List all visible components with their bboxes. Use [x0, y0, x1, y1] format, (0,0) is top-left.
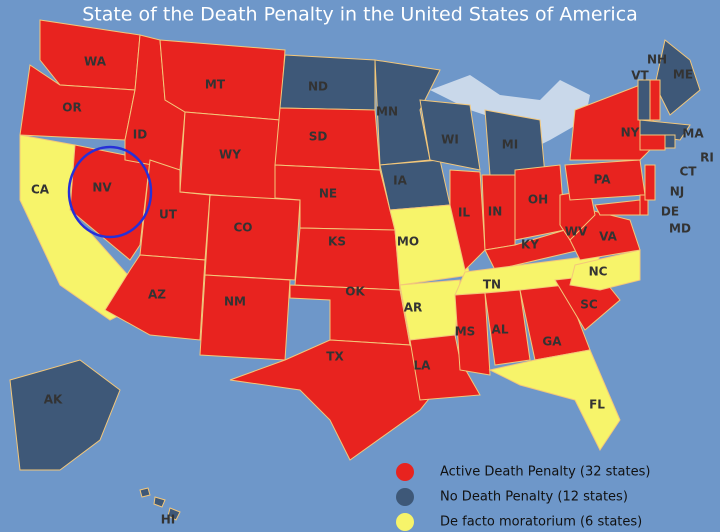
state-shape — [454, 292, 491, 376]
state-label: IN — [488, 205, 503, 219]
state-shape — [389, 204, 471, 286]
state-shape — [639, 134, 666, 151]
state-label: KS — [328, 235, 346, 249]
state-label: WV — [565, 225, 588, 239]
state-shape — [379, 159, 451, 211]
legend-label: De facto moratorium (6 states) — [440, 515, 642, 530]
state-label: NH — [647, 53, 667, 67]
legend-swatch — [396, 463, 414, 481]
legend: Active Death Penalty (32 states) No Death… — [396, 463, 650, 531]
state-shape — [419, 99, 481, 171]
great-lakes — [430, 75, 590, 150]
state-shape — [104, 254, 206, 341]
state-shape — [294, 227, 401, 291]
state-shape — [664, 134, 676, 149]
state-label: HI — [161, 513, 176, 527]
state-label: VA — [599, 230, 617, 244]
state-label: MI — [502, 138, 518, 152]
state-shape — [204, 194, 301, 281]
state-label: NJ — [670, 185, 685, 199]
state-label: SD — [309, 130, 328, 144]
state-shape — [488, 349, 621, 451]
state-label: TN — [483, 278, 501, 292]
legend-swatch — [396, 513, 414, 531]
state-label: OK — [345, 285, 365, 299]
state-shape — [229, 339, 441, 461]
state-label: ME — [673, 68, 693, 82]
state-label: AK — [44, 393, 63, 407]
state-label: CO — [233, 221, 252, 235]
state-label: KY — [521, 238, 539, 252]
state-label: NE — [319, 187, 337, 201]
state-label: ID — [133, 128, 147, 142]
state-shape — [199, 274, 291, 361]
state-label: DE — [661, 205, 679, 219]
state-label: FL — [589, 398, 605, 412]
state-label: VT — [631, 69, 649, 83]
state-label: WA — [84, 55, 107, 69]
state-label: CT — [680, 165, 698, 179]
state-label: UT — [159, 208, 178, 222]
state-shape — [654, 39, 701, 116]
state-label: AL — [492, 323, 509, 337]
state-label: IA — [393, 174, 407, 188]
state-label: NC — [589, 265, 608, 279]
legend-swatch — [396, 488, 414, 506]
state-shape — [9, 359, 121, 471]
state-shape — [274, 107, 381, 171]
state-shape — [449, 169, 486, 271]
state-shape — [374, 59, 441, 166]
map-title: State of the Death Penalty in the United… — [82, 4, 638, 26]
state-label: RI — [700, 151, 714, 165]
state-label: MS — [455, 325, 476, 339]
legend-label: No Death Penalty (12 states) — [440, 490, 628, 505]
state-shape — [484, 289, 531, 366]
state-shape — [409, 334, 481, 401]
state-label: CA — [31, 183, 50, 197]
state-label: WY — [219, 148, 241, 162]
state-label: MN — [376, 105, 398, 119]
state-label: MT — [205, 78, 226, 92]
state-label: SC — [580, 298, 598, 312]
state-label: NM — [224, 295, 246, 309]
state-shape — [139, 487, 181, 521]
state-label: GA — [542, 335, 562, 349]
state-label: LA — [414, 359, 432, 373]
state-label: AR — [404, 301, 423, 315]
state-shape — [649, 79, 661, 121]
state-label: TX — [326, 350, 344, 364]
state-label: ND — [308, 80, 328, 94]
state-label: WI — [441, 133, 459, 147]
highlight-circle — [67, 145, 153, 239]
state-label: NV — [92, 181, 112, 195]
legend-label: Active Death Penalty (32 states) — [440, 465, 650, 480]
state-shape — [644, 164, 656, 201]
state-label: IL — [458, 206, 470, 220]
state-shape — [637, 79, 651, 121]
state-label: MA — [682, 127, 704, 141]
state-labels: WA OR CA NV ID MT WY UT CO AZ NM ND SD NE KS OK TX MN IA MO… — [31, 53, 714, 527]
state-label: NY — [621, 126, 640, 140]
state-label: OH — [528, 193, 548, 207]
state-label: MD — [669, 222, 691, 236]
state-label: AZ — [148, 288, 166, 302]
state-label: OR — [62, 101, 81, 115]
state-label: MO — [397, 235, 419, 249]
state-shape — [569, 249, 641, 291]
state-label: PA — [594, 173, 612, 187]
